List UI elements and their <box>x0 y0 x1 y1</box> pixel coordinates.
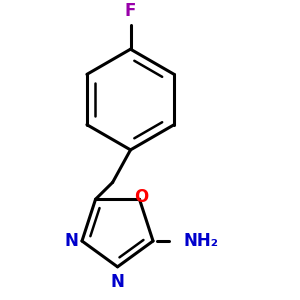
Text: N: N <box>64 232 78 250</box>
Text: N: N <box>111 273 124 291</box>
Text: F: F <box>125 2 136 20</box>
Text: O: O <box>134 188 148 206</box>
Text: NH₂: NH₂ <box>184 232 219 250</box>
